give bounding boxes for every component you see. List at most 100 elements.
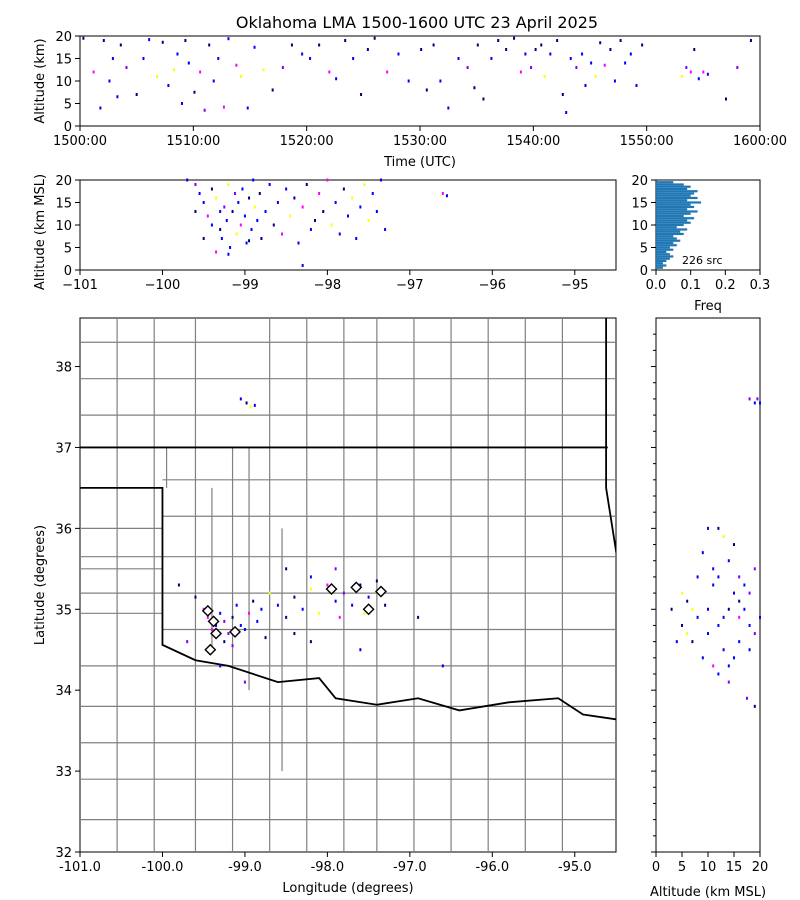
lon-altitude-point bbox=[227, 252, 230, 256]
time-altitude-y-tick-label: 20 bbox=[55, 30, 72, 45]
plan-view-point bbox=[231, 615, 234, 619]
plan-view-panel: -101.0 -100.0 -99.0 -98.0 -97.0 -96.0 -95.0 32… bbox=[33, 317, 617, 896]
time-altitude-point bbox=[235, 63, 238, 67]
plan-view-y-tick-label: 38 bbox=[55, 361, 72, 376]
altitude-latitude-point bbox=[722, 534, 725, 538]
lon-altitude-point bbox=[210, 187, 213, 191]
time-altitude-point bbox=[119, 43, 122, 47]
time-altitude-point bbox=[161, 40, 164, 44]
time-altitude-point bbox=[148, 38, 151, 42]
time-altitude-point bbox=[565, 111, 568, 114]
time-altitude-point bbox=[271, 88, 274, 92]
time-altitude-point bbox=[641, 43, 644, 47]
plan-view-frame bbox=[79, 317, 617, 853]
time-altitude-point bbox=[102, 39, 105, 42]
lma-station-marker bbox=[210, 627, 223, 640]
lon-altitude-point bbox=[245, 241, 248, 245]
time-altitude-point bbox=[92, 70, 95, 74]
plan-view-point bbox=[239, 623, 242, 627]
time-altitude-point bbox=[599, 41, 602, 45]
histogram-bar bbox=[656, 259, 667, 263]
plan-view-x-tick-label: -95.0 bbox=[558, 860, 592, 875]
histogram-bar bbox=[656, 185, 691, 188]
altitude-latitude-point bbox=[753, 704, 756, 708]
lon-altitude-point bbox=[297, 241, 300, 245]
plan-view-point bbox=[309, 587, 312, 591]
plan-view-point bbox=[235, 603, 238, 607]
lon-altitude-point bbox=[237, 201, 240, 204]
histogram-bar bbox=[656, 181, 674, 184]
histogram-xlabel: Freq bbox=[694, 299, 722, 314]
plan-view-point bbox=[309, 640, 312, 644]
time-altitude-point bbox=[193, 90, 196, 94]
lon-altitude-point bbox=[293, 196, 296, 200]
altitude-latitude-point bbox=[746, 696, 748, 700]
lma-station-marker bbox=[374, 585, 387, 598]
plan-view-point bbox=[301, 607, 304, 611]
histogram-bar bbox=[656, 264, 667, 267]
altitude-latitude-point bbox=[691, 607, 694, 611]
texas-oklahoma-border bbox=[80, 487, 616, 721]
time-altitude-point bbox=[706, 72, 709, 76]
plan-view-point bbox=[219, 664, 222, 668]
time-altitude-point bbox=[156, 75, 159, 78]
time-altitude-point bbox=[613, 79, 616, 83]
histogram-y-tick-label: 0 bbox=[640, 264, 648, 279]
lon-altitude-point bbox=[206, 214, 209, 218]
time-altitude-point bbox=[217, 57, 220, 60]
time-altitude-point bbox=[181, 102, 183, 105]
histogram-bar bbox=[656, 255, 674, 258]
histogram-y-ticks: 0 5 10 15 20 bbox=[631, 174, 656, 279]
histogram-bar bbox=[656, 205, 695, 209]
time-altitude-point bbox=[685, 66, 688, 69]
histogram-bar bbox=[656, 192, 695, 195]
histogram-y-tick-label: 10 bbox=[631, 219, 648, 234]
time-altitude-x-tick-label: 1530:00 bbox=[393, 134, 447, 149]
time-altitude-x-tick-label: 1500:00 bbox=[53, 134, 107, 149]
histogram-bar bbox=[656, 228, 688, 231]
lon-altitude-y-tick-label: 15 bbox=[55, 197, 72, 212]
lon-altitude-point bbox=[258, 192, 261, 195]
altitude-latitude-xlabel: Altitude (km MSL) bbox=[650, 885, 766, 900]
time-altitude-y-ticks: 0 5 10 15 20 bbox=[55, 30, 80, 135]
plan-view-y-tick-label: 34 bbox=[55, 684, 72, 699]
plan-view-point bbox=[359, 648, 362, 652]
time-altitude-point bbox=[360, 93, 363, 96]
histogram-bar bbox=[656, 237, 677, 240]
plan-view-point bbox=[194, 595, 197, 599]
histogram-bar bbox=[656, 221, 691, 224]
time-altitude-point bbox=[420, 48, 423, 51]
time-altitude-point bbox=[199, 70, 202, 74]
time-altitude-point bbox=[439, 79, 442, 83]
histogram-bar bbox=[656, 223, 684, 227]
lon-altitude-point bbox=[223, 205, 226, 209]
time-altitude-point bbox=[82, 36, 85, 40]
histogram-x-ticks: 0.0 0.1 0.2 0.3 bbox=[646, 270, 770, 293]
time-altitude-xlabel: Time (UTC) bbox=[383, 155, 456, 170]
altitude-latitude-point bbox=[738, 599, 741, 603]
plan-view-point bbox=[334, 567, 337, 571]
plan-view-point bbox=[359, 583, 362, 587]
time-altitude-point bbox=[407, 79, 410, 83]
time-altitude-x-tick-label: 1550:00 bbox=[620, 134, 674, 149]
histogram-bar bbox=[656, 199, 688, 202]
lon-altitude-point bbox=[363, 183, 366, 186]
lon-altitude-point bbox=[250, 228, 253, 231]
plan-view-point bbox=[245, 401, 248, 405]
altitude-latitude-point bbox=[733, 543, 735, 547]
time-altitude-point bbox=[366, 48, 369, 51]
plan-view-y-tick-label: 35 bbox=[55, 603, 72, 618]
time-altitude-point bbox=[689, 70, 692, 74]
time-altitude-x-tick-label: 1600:00 bbox=[733, 134, 787, 149]
altitude-latitude-point bbox=[670, 607, 673, 611]
lon-altitude-point bbox=[384, 228, 387, 231]
altitude-latitude-point bbox=[722, 648, 725, 652]
lon-altitude-point bbox=[198, 192, 201, 195]
altitude-latitude-frame bbox=[655, 317, 761, 853]
time-altitude-point bbox=[212, 79, 215, 83]
lon-altitude-point bbox=[219, 228, 222, 231]
lon-altitude-x-tick-label: −101 bbox=[62, 278, 98, 293]
time-altitude-point bbox=[142, 57, 145, 60]
lon-altitude-point bbox=[272, 223, 275, 227]
lon-altitude-ylabel: Altitude (km MSL) bbox=[33, 174, 48, 290]
